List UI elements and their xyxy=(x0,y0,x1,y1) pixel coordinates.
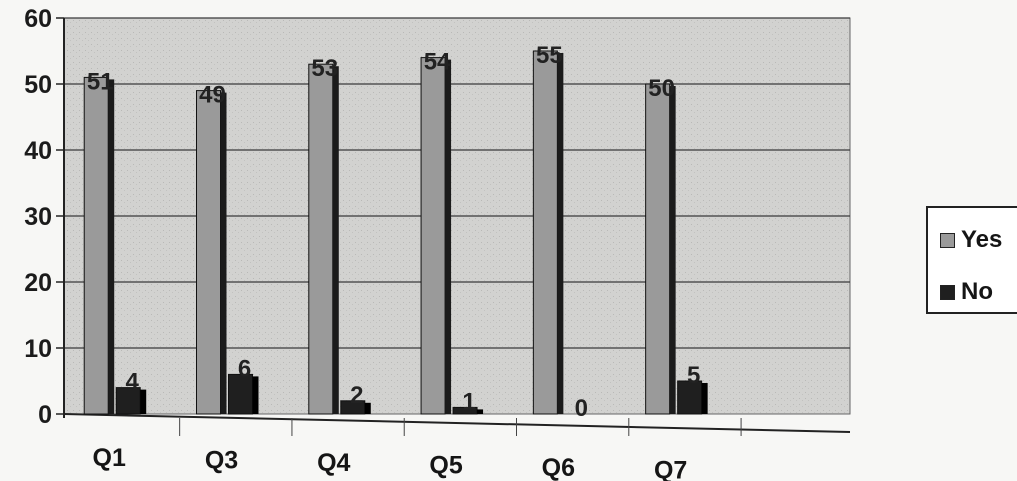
data-label-no-Q5: 1 xyxy=(462,388,475,415)
legend-item-yes: Yes xyxy=(940,226,1017,254)
data-label-no-Q4: 2 xyxy=(350,382,363,409)
plot-area xyxy=(63,17,851,415)
bar-side-yes-Q7 xyxy=(669,86,676,414)
bar-side-yes-Q3 xyxy=(220,92,227,414)
legend: Yes No xyxy=(926,206,1017,314)
legend-swatch-yes xyxy=(940,232,955,248)
legend-label-no: No xyxy=(961,278,993,305)
bar-yes-Q5 xyxy=(420,57,446,415)
legend-swatch-no xyxy=(940,284,955,300)
data-label-yes-Q5: 54 xyxy=(424,49,451,76)
bar-side-yes-Q1 xyxy=(108,79,115,415)
bar-side-no-Q3 xyxy=(252,376,259,414)
x-tick-label-Q1: Q1 xyxy=(93,444,126,472)
x-tick-label-Q7: Q7 xyxy=(654,457,687,481)
y-tick-label-0: 0 xyxy=(38,401,52,429)
bar-side-no-Q1 xyxy=(140,389,147,414)
y-tick-label-50: 50 xyxy=(24,71,52,99)
bars xyxy=(83,50,708,415)
y-tick-label-20: 20 xyxy=(24,269,52,297)
bar-yes-Q6 xyxy=(532,50,558,415)
bar-yes-Q7 xyxy=(645,83,671,415)
x-tick-label-Q4: Q4 xyxy=(317,449,350,477)
legend-label-yes: Yes xyxy=(961,226,1003,253)
x-tick-label-Q3: Q3 xyxy=(205,447,238,475)
data-label-yes-Q1: 51 xyxy=(87,68,114,95)
data-label-yes-Q3: 49 xyxy=(199,82,226,109)
data-label-yes-Q4: 53 xyxy=(311,55,338,82)
bar-yes-Q1 xyxy=(83,76,109,415)
bar-yes-Q3 xyxy=(195,90,221,415)
bar-side-yes-Q4 xyxy=(332,66,339,414)
y-tick-label-10: 10 xyxy=(24,335,52,363)
x-tick-label-Q6: Q6 xyxy=(542,454,575,481)
x-axis: Q1 Q3 Q4 Q5 Q6 Q7 xyxy=(63,413,851,481)
y-tick-label-40: 40 xyxy=(24,137,52,165)
data-labels: 51 4 49 6 53 2 54 1 55 0 50 5 xyxy=(87,42,700,422)
bar-side-yes-Q6 xyxy=(557,53,564,414)
bar-no-Q7 xyxy=(677,380,703,415)
y-axis: 0 10 20 30 40 50 60 xyxy=(24,5,65,429)
y-tick-label-60: 60 xyxy=(24,5,52,33)
data-label-no-Q6: 0 xyxy=(575,395,588,422)
y-tick-label-30: 30 xyxy=(24,203,52,231)
bar-side-no-Q4 xyxy=(364,402,371,414)
bar-yes-Q4 xyxy=(308,63,334,415)
data-label-no-Q7: 5 xyxy=(687,362,700,389)
data-label-no-Q1: 4 xyxy=(126,369,140,396)
bar-no-Q3 xyxy=(227,373,253,415)
x-tick-label-Q5: Q5 xyxy=(429,452,462,480)
bar-side-yes-Q5 xyxy=(445,59,452,414)
data-label-yes-Q7: 50 xyxy=(648,75,675,102)
bar-side-no-Q5 xyxy=(477,409,484,414)
bar-side-no-Q7 xyxy=(701,383,708,414)
data-label-yes-Q6: 55 xyxy=(536,42,563,69)
x-axis-line xyxy=(63,413,851,433)
legend-item-no: No xyxy=(940,278,1017,306)
data-label-no-Q3: 6 xyxy=(238,355,251,382)
